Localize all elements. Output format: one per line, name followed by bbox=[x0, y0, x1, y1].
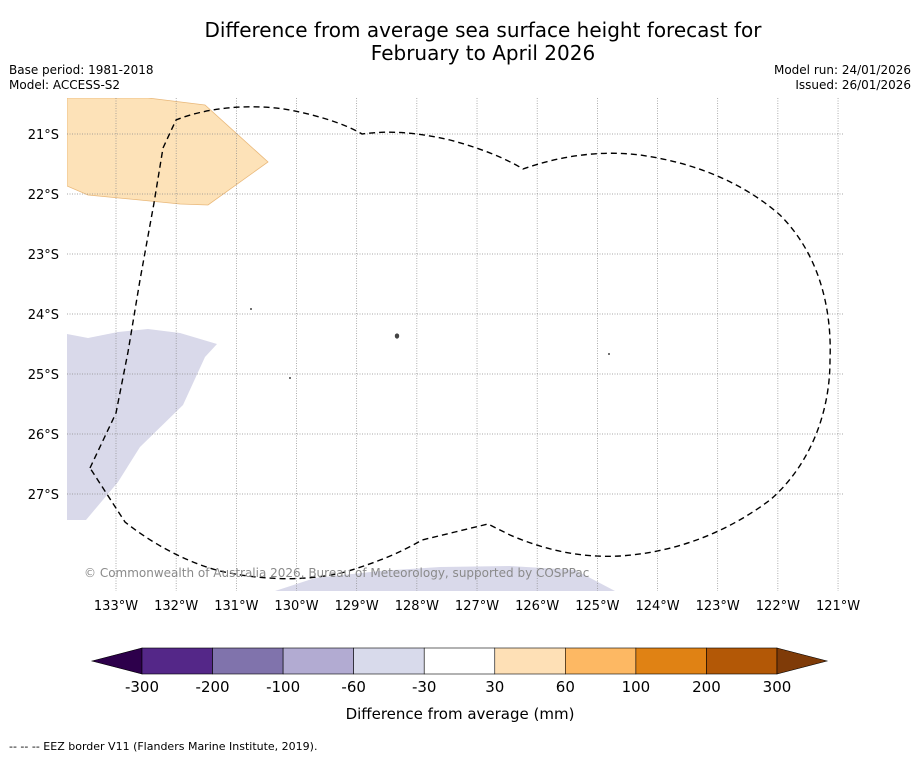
eez-source-note: -- -- -- EEZ border V11 (Flanders Marine… bbox=[9, 740, 318, 753]
longitude-tick-label: 131°W bbox=[214, 599, 258, 614]
latitude-tick-label: 27°S bbox=[28, 488, 59, 503]
longitude-tick-label: 130°W bbox=[274, 599, 318, 614]
colorbar-segment bbox=[565, 647, 637, 675]
issued-date: Issued: 26/01/2026 bbox=[795, 78, 911, 92]
latitude-tick-label: 25°S bbox=[28, 368, 59, 383]
longitude-tick-label: 121°W bbox=[816, 599, 860, 614]
copyright-notice: © Commonwealth of Australia 2026, Bureau… bbox=[84, 566, 589, 580]
colorbar-tick-label: 200 bbox=[692, 678, 721, 696]
longitude-tick-label: 129°W bbox=[335, 599, 379, 614]
colorbar-tick-label: -60 bbox=[341, 678, 366, 696]
colorbar-segment bbox=[353, 647, 425, 675]
eez-border bbox=[89, 106, 831, 580]
colorbar-tick-label: -200 bbox=[196, 678, 230, 696]
colorbar-extend-low bbox=[90, 647, 143, 675]
colorbar-tick-label: -30 bbox=[412, 678, 437, 696]
anomaly-region-negative-south bbox=[275, 566, 615, 591]
title-line-2: February to April 2026 bbox=[370, 41, 596, 65]
metadata-left: Base period: 1981-2018 Model: ACCESS-S2 bbox=[9, 63, 154, 93]
colorbar-segment bbox=[494, 647, 566, 675]
model-name: Model: ACCESS-S2 bbox=[9, 78, 121, 92]
map-area: © Commonwealth of Australia 2026, Bureau… bbox=[67, 98, 843, 591]
colorbar-label: Difference from average (mm) bbox=[346, 705, 575, 723]
colorbar-segment bbox=[423, 647, 496, 675]
colorbar-segment bbox=[212, 647, 284, 675]
latitude-tick-label: 23°S bbox=[28, 248, 59, 263]
metadata-right: Model run: 24/01/2026 Issued: 26/01/2026 bbox=[774, 63, 911, 93]
title-line-1: Difference from average sea surface heig… bbox=[204, 18, 762, 42]
longitude-tick-label: 128°W bbox=[395, 599, 439, 614]
colorbar-tick-label: -300 bbox=[125, 678, 159, 696]
colorbar-tick-label: 30 bbox=[485, 678, 504, 696]
island-marker bbox=[289, 377, 291, 379]
grid-lines bbox=[67, 98, 843, 591]
colorbar-tick-label: -100 bbox=[266, 678, 300, 696]
colorbar-segment bbox=[282, 647, 354, 675]
anomaly-region-negative-west bbox=[67, 329, 217, 520]
colorbar-extend-high bbox=[776, 647, 829, 675]
island-marker bbox=[608, 353, 610, 355]
colorbar-segment bbox=[635, 647, 707, 675]
longitude-tick-label: 122°W bbox=[756, 599, 800, 614]
base-period: Base period: 1981-2018 bbox=[9, 63, 154, 77]
longitude-tick-label: 126°W bbox=[515, 599, 559, 614]
latitude-tick-label: 22°S bbox=[28, 188, 59, 203]
colorbar-tick-label: 100 bbox=[622, 678, 651, 696]
model-run: Model run: 24/01/2026 bbox=[773, 63, 911, 77]
longitude-labels: 133°W 132°W 131°W 130°W 129°W 128°W 127°W 126°W… bbox=[94, 599, 860, 614]
longitude-tick-label: 132°W bbox=[154, 599, 198, 614]
colorbar-tick-label: 60 bbox=[556, 678, 575, 696]
colorbar-segment bbox=[706, 647, 778, 675]
colorbar-tick-label: 300 bbox=[763, 678, 792, 696]
latitude-tick-label: 21°S bbox=[28, 128, 59, 143]
page-title: Difference from average sea surface heig… bbox=[0, 19, 919, 65]
longitude-tick-label: 133°W bbox=[94, 599, 138, 614]
latitude-tick-label: 26°S bbox=[28, 428, 59, 443]
colorbar: -300 -200 -100 -60 -30 30 60 100 200 300 Differen… bbox=[90, 647, 829, 723]
island-marker bbox=[250, 308, 252, 310]
latitude-labels: 21°S 22°S 23°S 24°S 25°S 26°S 27°S bbox=[28, 128, 59, 503]
longitude-tick-label: 125°W bbox=[575, 599, 619, 614]
small-islands bbox=[250, 308, 610, 379]
latitude-tick-label: 24°S bbox=[28, 308, 59, 323]
longitude-tick-label: 124°W bbox=[635, 599, 679, 614]
colorbar-segment bbox=[141, 647, 213, 675]
longitude-tick-label: 123°W bbox=[696, 599, 740, 614]
longitude-tick-label: 127°W bbox=[455, 599, 499, 614]
island-marker bbox=[394, 333, 400, 339]
